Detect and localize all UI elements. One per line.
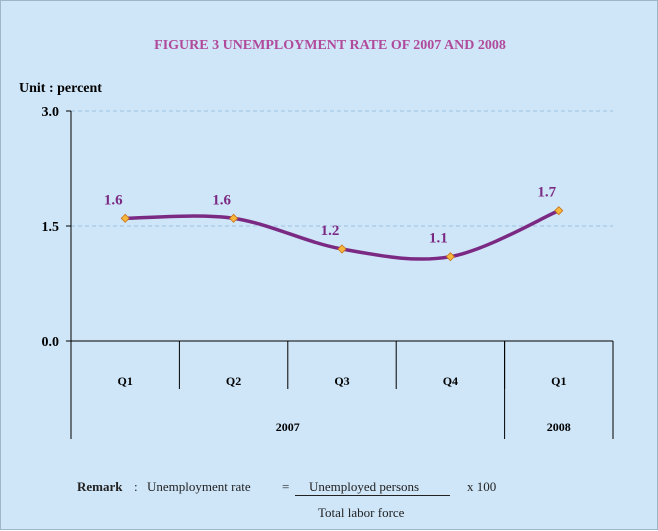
y-tick-label: 1.5 [42, 220, 60, 235]
data-point [445, 252, 455, 262]
data-label: 1.6 [104, 192, 123, 208]
data-point [120, 213, 130, 223]
x-tick-label: Q1 [118, 374, 133, 388]
remark-colon: : [134, 479, 138, 494]
y-tick-label: 0.0 [42, 335, 60, 350]
x-tick-label: Q4 [443, 374, 458, 388]
data-point [229, 213, 239, 223]
data-label: 1.2 [321, 223, 340, 239]
remark-denominator: Total labor force [318, 505, 405, 520]
data-label: 1.6 [212, 192, 231, 208]
remark-label: Remark [77, 479, 123, 494]
remark-multiplier: x 100 [467, 479, 497, 494]
remark-label-wrap: Remark [77, 479, 123, 495]
x-tick-label: Q1 [551, 374, 566, 388]
unit-label: Unit : percent [19, 81, 102, 96]
remark-equals: = [282, 479, 290, 494]
y-tick-label: 3.0 [42, 105, 60, 120]
data-label: 1.1 [429, 231, 448, 247]
data-point [554, 206, 564, 216]
x-tick-label: Q2 [226, 374, 241, 388]
data-label: 1.7 [537, 185, 556, 201]
data-point [337, 244, 347, 254]
chart-title: FIGURE 3 UNEMPLOYMENT RATE OF 2007 AND 2… [154, 38, 506, 53]
remark-text: Unemployment rate [147, 479, 251, 494]
group-label: 2008 [547, 420, 571, 434]
remark-numerator: Unemployed persons [309, 479, 420, 494]
group-label: 2007 [276, 420, 300, 434]
fraction-bar [295, 495, 450, 496]
x-tick-label: Q3 [334, 374, 349, 388]
